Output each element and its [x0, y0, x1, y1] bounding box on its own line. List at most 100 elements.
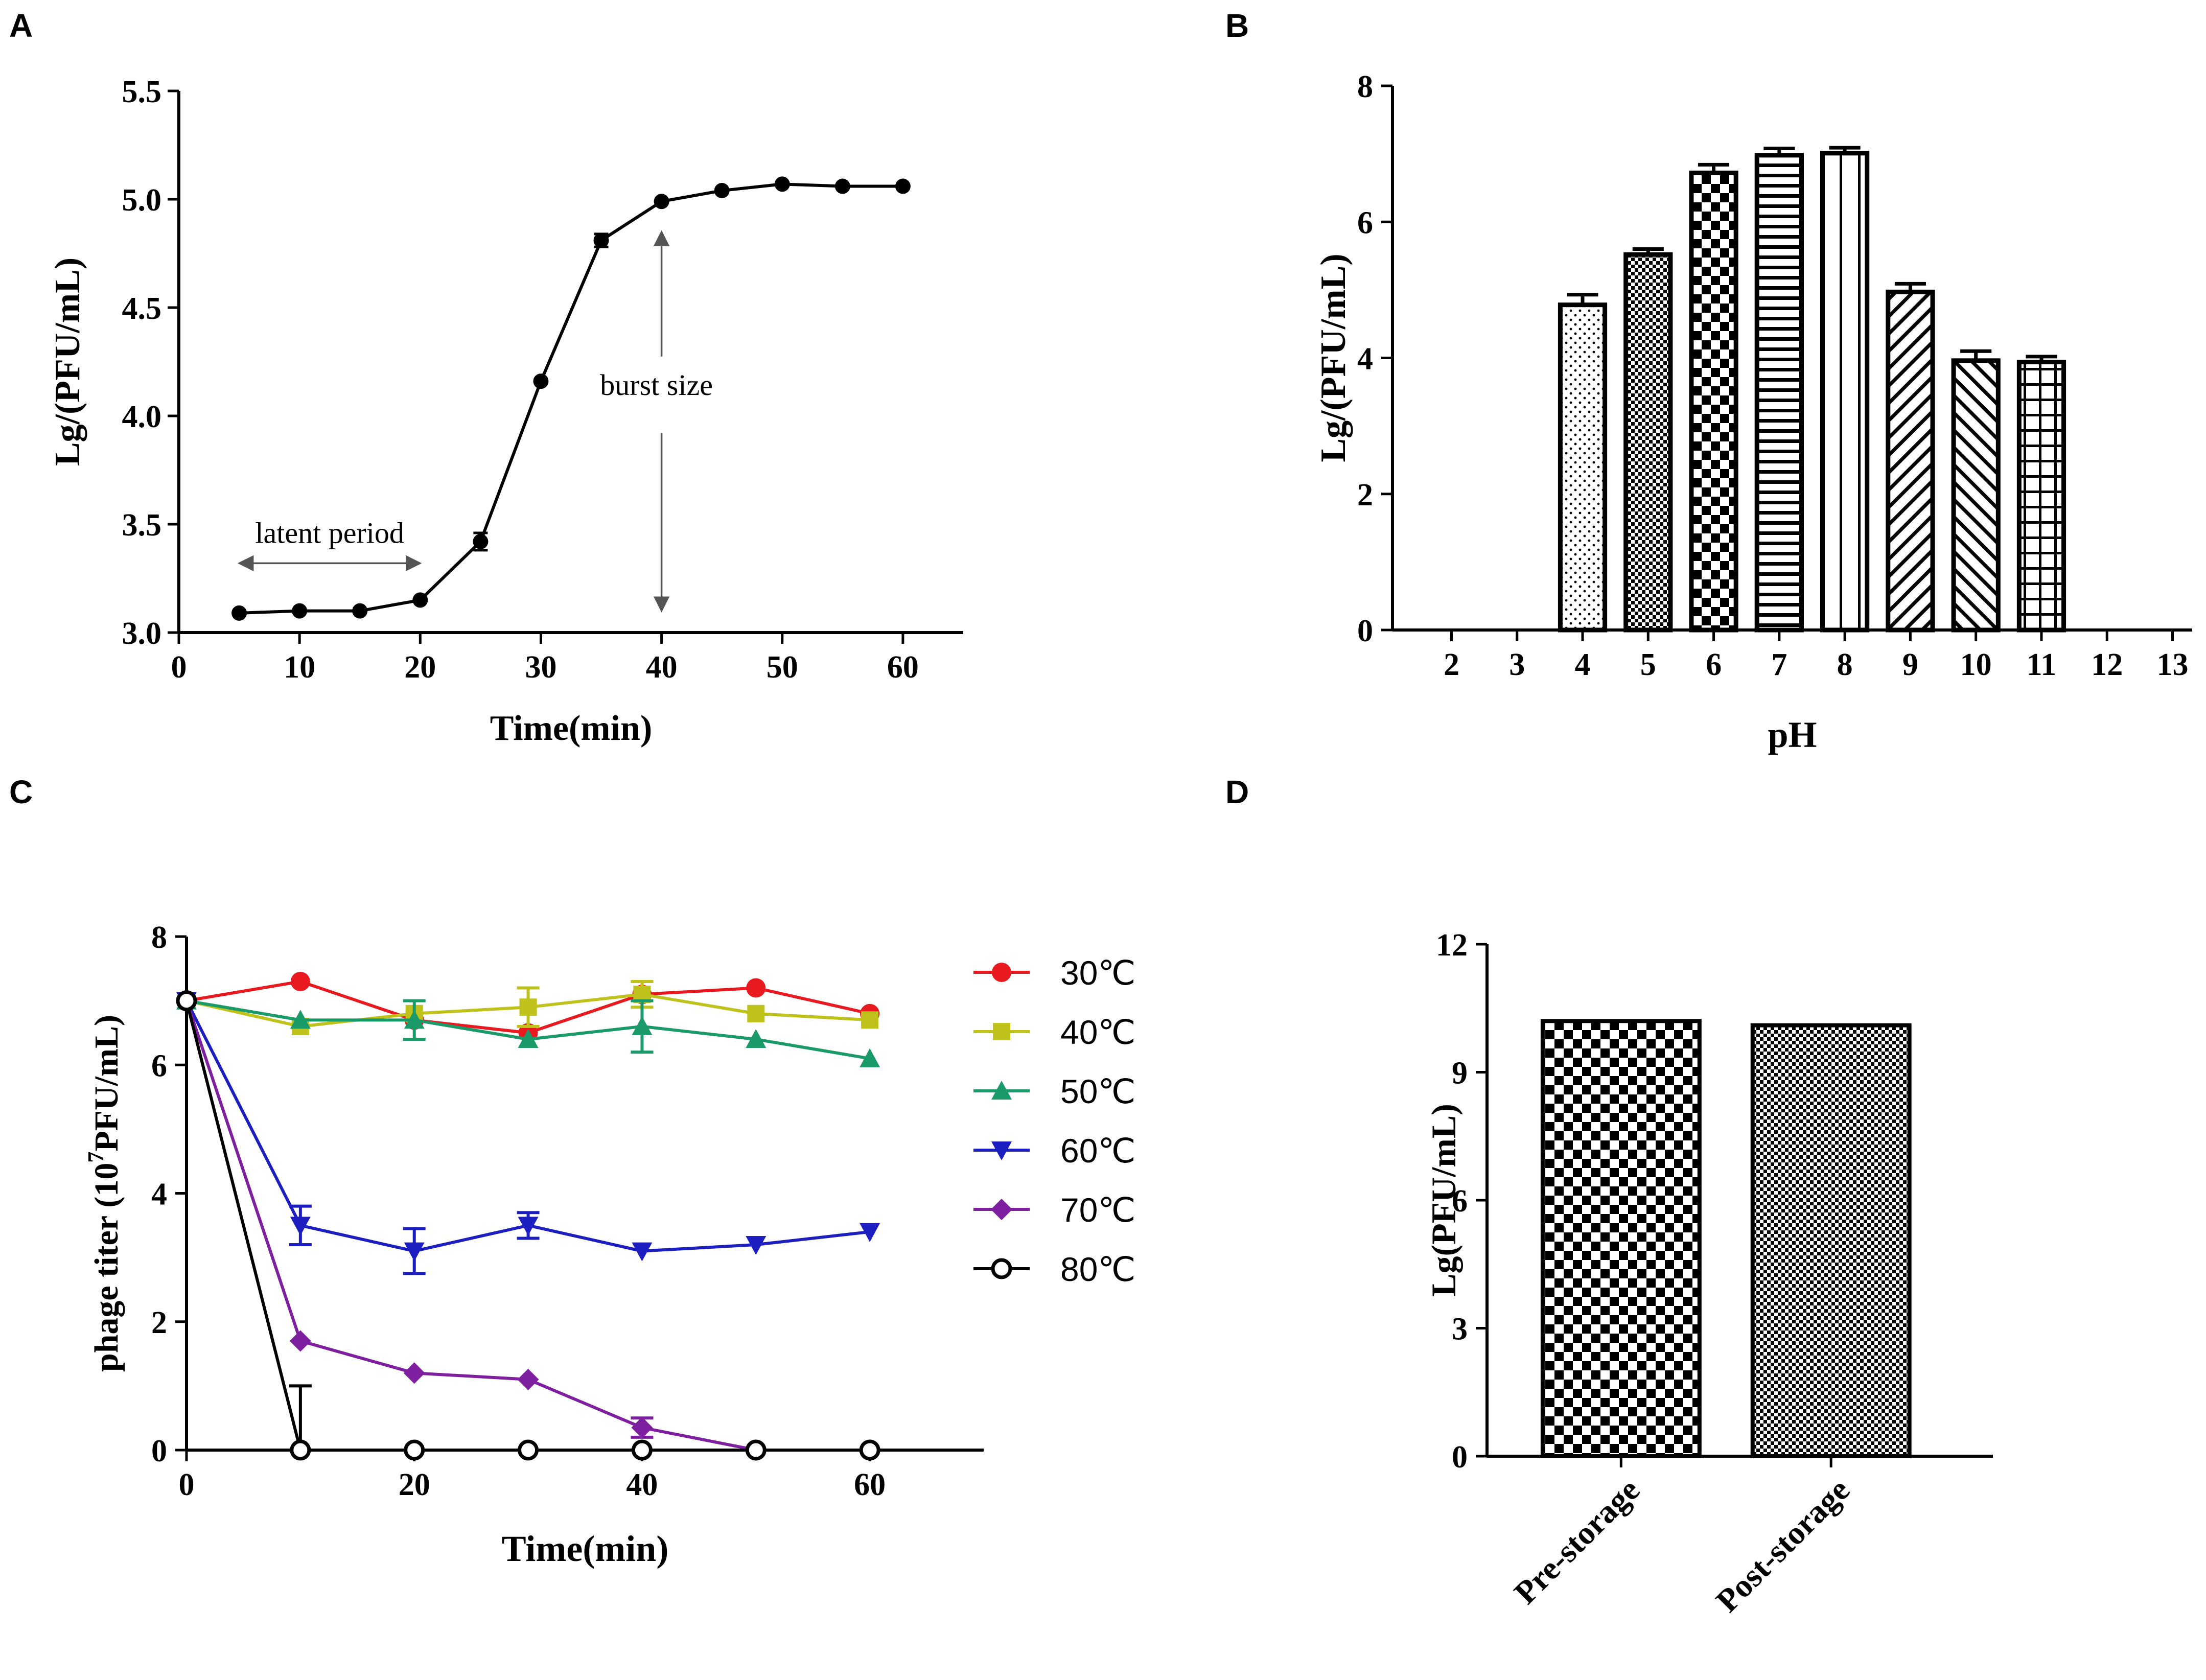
a-y-tick-label: 4.5: [122, 291, 162, 326]
c-y-axis-title-tail: PFU/mL): [88, 1015, 125, 1152]
c-legend-marker: [993, 1023, 1010, 1040]
c-data-point: [404, 1439, 425, 1461]
c-series-60c: [176, 992, 880, 1275]
c-data-point: [631, 1439, 653, 1461]
c-data-point: [176, 990, 197, 1012]
d-y-tick-label: 3: [1452, 1312, 1468, 1347]
c-data-point: [860, 1223, 880, 1242]
c-data-point: [746, 1029, 767, 1048]
b-x-axis-title: pH: [1768, 714, 1817, 755]
d-y-axis-title: Lg(PFU/mL): [1424, 1104, 1463, 1297]
c-legend-entry: 50℃: [973, 1072, 1136, 1110]
d-bar-post-storage: [1750, 1023, 1912, 1458]
b-bar-ph-10: [1951, 358, 2001, 633]
b-y-tick-label: 0: [1357, 614, 1373, 648]
a-x-tick-label: 0: [171, 650, 187, 685]
b-x-tick-label: 7: [1771, 647, 1787, 682]
c-legend-marker: [992, 963, 1011, 982]
b-y-axis-title: Lg/(PFU/mL): [1314, 253, 1353, 462]
b-bar-ph-6: [1689, 170, 1738, 633]
b-x-tick-label: 3: [1509, 647, 1525, 682]
c-data-point: [404, 1010, 425, 1029]
c-legend-entry: 80℃: [973, 1250, 1136, 1288]
a-data-point: [473, 533, 489, 549]
b-bar-ph-11: [2016, 359, 2066, 633]
b-bar-ph-7: [1754, 153, 1804, 633]
a-burst-size-label: burst size: [600, 368, 713, 402]
b-x-tick-label: 8: [1837, 647, 1853, 682]
d-x-tick-label: Post-storage: [1709, 1472, 1856, 1619]
c-legend-label: 30℃: [1060, 954, 1136, 992]
b-bar-ph-8: [1820, 151, 1870, 633]
c-series-80c: [176, 990, 880, 1461]
c-x-tick-label: 20: [399, 1467, 430, 1502]
c-series-40c: [178, 979, 879, 1035]
c-data-point: [631, 1417, 653, 1439]
c-legend-entry: 60℃: [973, 1132, 1136, 1170]
d-y-tick-label: 0: [1452, 1440, 1468, 1475]
a-data-point: [593, 232, 609, 248]
b-y-tick-label: 6: [1357, 205, 1373, 240]
b-y-tick-label: 4: [1357, 342, 1373, 377]
c-legend-marker: [991, 1199, 1012, 1220]
c-y-axis-title-main: phage titer (10: [88, 1163, 125, 1372]
b-y-tick-label: 2: [1357, 478, 1373, 512]
a-data-point: [774, 176, 790, 192]
a-y-tick-label: 3.0: [122, 616, 162, 651]
a-data-point: [654, 194, 669, 209]
c-legend-entry: 40℃: [973, 1013, 1136, 1051]
a-y-axis-title: Lg/(PFU/mL): [48, 258, 87, 466]
b-x-tick-label: 12: [2091, 647, 2123, 682]
panel-d-storage-stability-chart: 0 3 6 9 12 Pre-storage Post-storage Lg(PFU/mL): [1424, 928, 1993, 1619]
c-x-axis-title: Time(min): [502, 1528, 669, 1569]
d-y-tick-label: 12: [1436, 928, 1468, 963]
c-legend-label: 80℃: [1060, 1250, 1136, 1288]
c-data-point: [518, 1029, 539, 1048]
b-bar-ph-9: [1886, 289, 1935, 633]
panel-letter-a: A: [9, 7, 33, 44]
c-legend-label: 60℃: [1060, 1132, 1136, 1170]
a-data-point: [292, 603, 308, 619]
b-bar-ph-5: [1623, 252, 1673, 633]
c-legend-marker: [991, 1081, 1012, 1100]
panel-letter-d: D: [1225, 774, 1249, 810]
d-x-tick-label: Pre-storage: [1507, 1472, 1646, 1611]
b-x-tick-label: 6: [1706, 647, 1722, 682]
c-y-axis-title: phage titer (107PFU/mL): [83, 1015, 125, 1372]
a-data-point: [231, 605, 247, 621]
a-y-tick-label: 4.0: [122, 400, 162, 434]
c-legend-marker: [991, 1258, 1012, 1279]
c-data-point: [746, 1236, 767, 1255]
c-data-point: [518, 1439, 539, 1461]
a-data-point: [895, 178, 911, 194]
c-data-point: [860, 1048, 880, 1067]
c-x-tick-label: 40: [626, 1467, 658, 1502]
c-data-point: [518, 1217, 539, 1236]
c-y-tick-label: 4: [151, 1177, 167, 1212]
c-legend-marker: [991, 1141, 1012, 1160]
a-series-line: [239, 182, 903, 615]
a-x-tick-label: 60: [887, 650, 919, 685]
a-y-tick-label: 5.5: [122, 75, 162, 109]
c-y-tick-label: 0: [151, 1434, 167, 1468]
a-x-tick-label: 10: [284, 650, 315, 685]
panel-letter-c: C: [9, 774, 33, 810]
panel-c-thermal-stability-chart: 0 2 4 6 8 0 20 40 60 Time(min) phage titer (107PFU…: [83, 920, 1136, 1569]
c-data-point: [290, 1010, 311, 1029]
c-data-point: [859, 1439, 880, 1461]
a-y-tick-label: 3.5: [122, 508, 162, 543]
a-y-tick-label: 5.0: [122, 183, 162, 218]
c-data-point: [290, 971, 310, 991]
c-legend-label: 50℃: [1060, 1072, 1136, 1110]
c-data-point: [290, 1439, 311, 1461]
c-legend-entry: 30℃: [973, 954, 1136, 992]
c-legend-entry: 70℃: [973, 1191, 1136, 1229]
b-x-tick-label: 11: [2027, 647, 2057, 682]
c-x-tick-label: 60: [854, 1467, 886, 1502]
a-data-point: [352, 603, 368, 619]
a-x-tick-label: 20: [404, 650, 436, 685]
a-x-tick-label: 40: [646, 650, 678, 685]
c-data-point: [519, 998, 537, 1016]
c-y-tick-label: 2: [151, 1305, 167, 1340]
